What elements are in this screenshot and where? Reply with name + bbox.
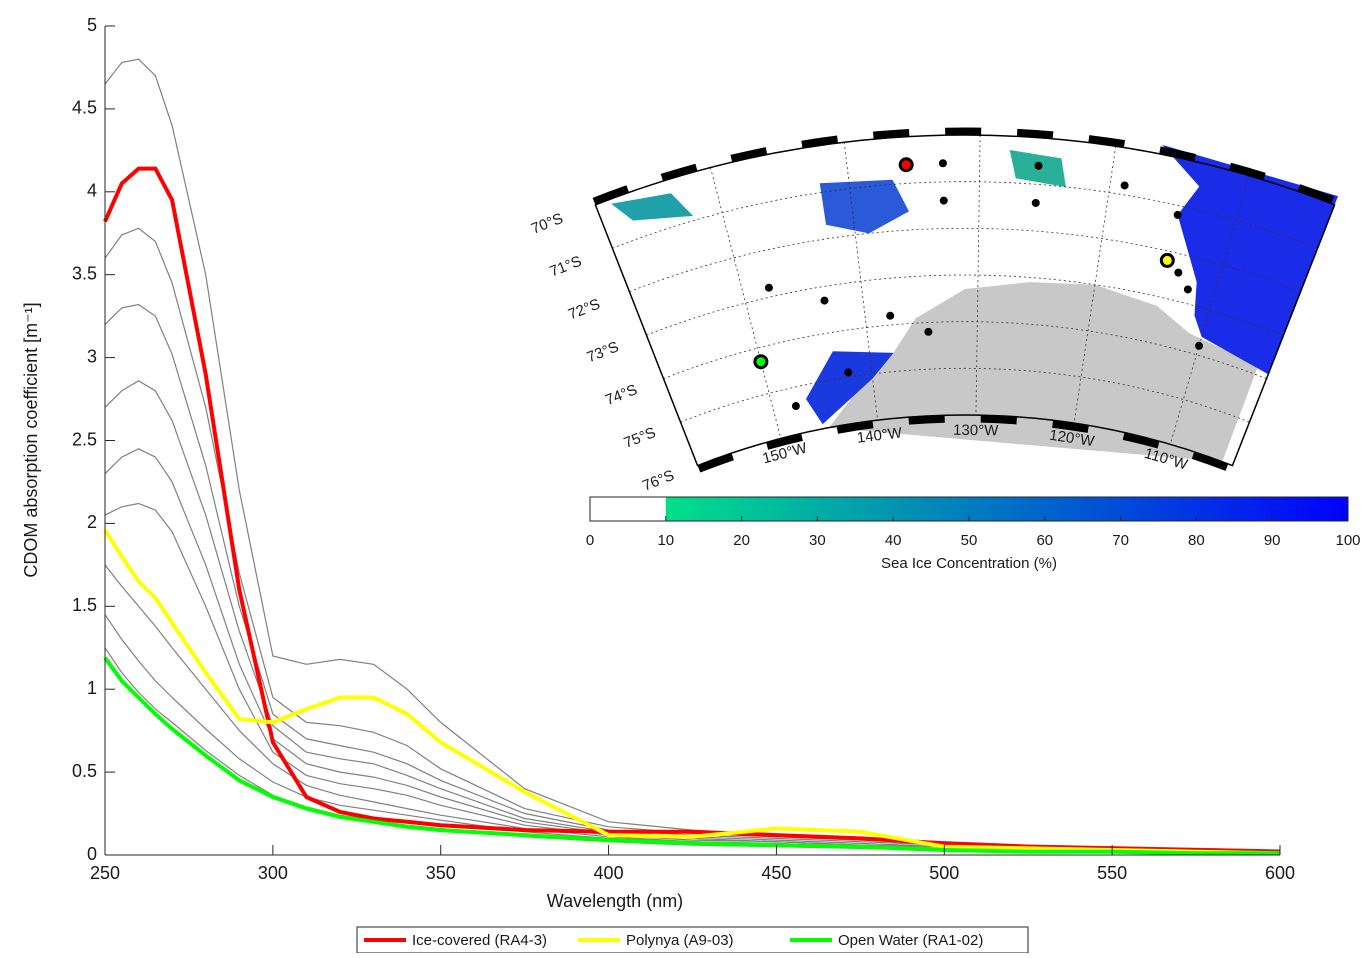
station — [1032, 199, 1040, 207]
x-tick-label: 600 — [1265, 863, 1295, 883]
y-tick-label: 3.5 — [72, 263, 97, 283]
lat-label: 75°S — [622, 424, 659, 452]
y-tick-label: 4 — [87, 181, 97, 201]
y-tick-label: 5 — [87, 15, 97, 35]
x-tick-label: 450 — [761, 863, 791, 883]
colorbar-gradient — [666, 497, 1348, 521]
legend-label: Polynya (A9-03) — [626, 932, 734, 949]
colorbar-tick-label: 100 — [1335, 532, 1360, 549]
colorbar-tick-label: 80 — [1188, 532, 1205, 549]
y-tick-label: 0 — [87, 844, 97, 864]
y-tick-label: 3 — [87, 346, 97, 366]
colorbar-tick-label: 0 — [586, 532, 594, 549]
chart: Wavelength (nm) CDOM absorption coeffici… — [0, 0, 1365, 953]
station — [820, 297, 828, 305]
station — [1035, 162, 1043, 170]
x-tick-label: 350 — [426, 863, 456, 883]
station — [844, 368, 852, 376]
x-tick-label: 550 — [1097, 863, 1127, 883]
colorbar-tick-label: 40 — [885, 532, 902, 549]
legend: Ice-covered (RA4-3) Polynya (A9-03) Open W… — [357, 927, 1028, 953]
colorbar-tick-label: 70 — [1112, 532, 1129, 549]
highlight-station — [755, 356, 767, 368]
station — [886, 312, 894, 320]
colorbar-label: Sea Ice Concentration (%) — [881, 555, 1057, 572]
colorbar-tick-label: 50 — [961, 532, 978, 549]
colorbar-low — [590, 497, 666, 521]
lat-label: 70°S — [529, 210, 566, 238]
y-tick-label: 0.5 — [72, 761, 97, 781]
station — [939, 159, 947, 167]
highlight-station — [1161, 254, 1173, 266]
y-tick-label: 2 — [87, 512, 97, 532]
colorbar-tick-label: 90 — [1264, 532, 1281, 549]
x-tick-label: 250 — [90, 863, 120, 883]
colorbar-tick-label: 30 — [809, 532, 826, 549]
y-tick-label: 1.5 — [72, 595, 97, 615]
background-line — [105, 615, 1280, 854]
x-tick-label: 500 — [929, 863, 959, 883]
background-line — [105, 648, 1280, 854]
station — [1174, 211, 1182, 219]
station — [940, 197, 948, 205]
x-tick-label: 300 — [258, 863, 288, 883]
station — [1195, 342, 1203, 350]
lat-label: 76°S — [640, 467, 677, 495]
lat-label: 71°S — [547, 253, 584, 281]
station — [924, 328, 932, 336]
background-line — [105, 565, 1280, 853]
station — [1121, 181, 1129, 189]
lat-label: 73°S — [584, 338, 621, 366]
colorbar-tick-label: 10 — [657, 532, 674, 549]
lat-label: 74°S — [603, 381, 640, 409]
y-tick-label: 1 — [87, 678, 97, 698]
y-tick-label: 2.5 — [72, 429, 97, 449]
series-line — [105, 530, 1280, 853]
station — [1184, 285, 1192, 293]
legend-label: Ice-covered (RA4-3) — [412, 932, 547, 949]
x-axis-label: Wavelength (nm) — [547, 891, 683, 911]
colorbar-tick-label: 60 — [1036, 532, 1053, 549]
lon-label: 130°W — [953, 422, 999, 440]
lat-label: 72°S — [566, 296, 603, 324]
x-tick-label: 400 — [594, 863, 624, 883]
legend-label: Open Water (RA1-02) — [838, 932, 983, 949]
station — [1174, 269, 1182, 277]
highlight-station — [900, 159, 912, 171]
y-axis-label: CDOM absorption coefficient [m⁻¹] — [21, 302, 41, 577]
colorbar-tick-label: 20 — [733, 532, 750, 549]
station — [765, 284, 773, 292]
y-tick-label: 4.5 — [72, 98, 97, 118]
station — [792, 402, 800, 410]
